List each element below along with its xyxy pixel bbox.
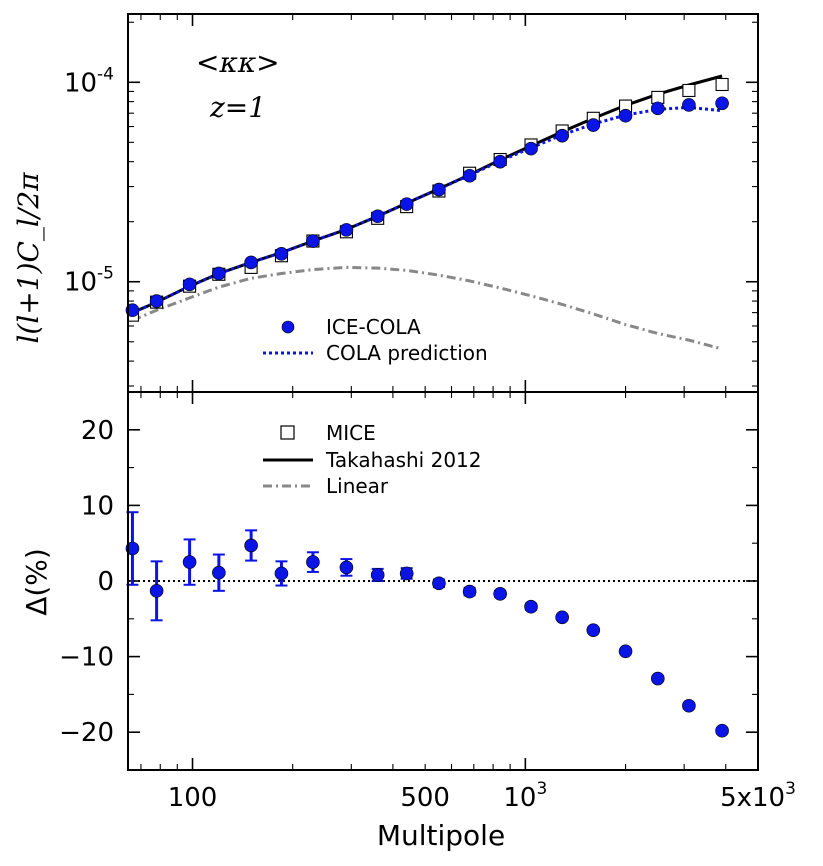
bottom-frame: [127, 391, 759, 771]
delta-point: [651, 671, 665, 686]
ice-cola-point: [399, 197, 414, 211]
delta-point: [182, 555, 197, 569]
delta-point: [682, 698, 696, 713]
ice-cola-point: [462, 168, 477, 183]
ice-cola-point: [682, 98, 696, 112]
ice-cola-point: [244, 255, 258, 270]
ice-cola-point: [125, 303, 140, 317]
bottom-ytick-label-0: 20: [81, 416, 114, 446]
ice-cola-point: [306, 234, 320, 248]
ice-cola-point: [274, 247, 289, 261]
legend-ice-cola-label: ICE-COLA: [326, 315, 421, 339]
delta-point: [212, 565, 226, 580]
top-panel: 10-5 10-4: [64, 13, 759, 393]
ice-cola-point: [432, 182, 446, 197]
ice-cola-point: [651, 101, 665, 116]
bottom-ytick-label-4: −20: [59, 718, 114, 748]
mice-point: [715, 77, 729, 92]
ice-cola-point: [182, 277, 197, 292]
delta-point: [399, 566, 414, 581]
legend-mice-label: MICE: [326, 421, 376, 445]
delta-point: [274, 566, 289, 581]
delta-point: [370, 568, 385, 582]
legend-top: ICE-COLA COLA prediction: [263, 315, 488, 365]
bottom-ytick-label-2: 0: [97, 567, 114, 597]
legend-ice-cola-marker: [281, 320, 295, 334]
xtick-label-2: 103: [503, 779, 547, 813]
legend-linear-label: Linear: [326, 474, 389, 498]
legend-bottom: MICE Takahashi 2012 Linear: [263, 421, 482, 498]
delta-point: [618, 644, 633, 659]
series-linear: [131, 265, 723, 351]
annotation-redshift: z=1: [209, 91, 266, 124]
bottom-ylabel: Δ(%): [20, 548, 53, 616]
series-cola-prediction: [131, 105, 723, 314]
ice-cola-point: [370, 209, 385, 224]
legend-cola-prediction-label: COLA prediction: [326, 341, 488, 365]
ice-cola-point: [493, 154, 507, 169]
ice-cola-point: [339, 223, 354, 237]
xtick-label-1: 500: [400, 783, 450, 813]
ice-cola-point: [618, 108, 633, 123]
delta-point: [715, 723, 729, 738]
ice-cola-point: [149, 294, 164, 308]
ice-cola-point: [715, 96, 729, 111]
top-ylabel: l(l+1)C_l/2π: [12, 172, 45, 344]
ice-cola-point: [586, 118, 601, 132]
delta-point: [586, 623, 601, 637]
ice-cola-point: [524, 141, 538, 156]
ice-cola-point: [555, 128, 569, 143]
x-axis-title: Multipole: [377, 819, 505, 852]
delta-point: [244, 538, 258, 553]
top-ytick-label-1: 10-4: [64, 64, 114, 98]
bottom-ytick-label-3: −10: [59, 643, 114, 673]
mice-point: [682, 83, 696, 98]
xtick-label-3: 5x103: [720, 779, 796, 813]
delta-point: [555, 610, 569, 625]
bottom-ytick-label-1: 10: [81, 491, 114, 521]
legend-takahashi-label: Takahashi 2012: [325, 448, 482, 472]
delta-point: [306, 555, 320, 569]
delta-point: [125, 541, 140, 556]
delta-point: [339, 560, 354, 575]
ice-cola-point: [212, 266, 226, 281]
top-ytick-label-0: 10-5: [64, 264, 114, 298]
annotation-bracket: <κκ>: [196, 46, 280, 79]
delta-point: [432, 576, 446, 591]
delta-point: [524, 599, 538, 614]
delta-point: [462, 584, 477, 599]
legend-mice-marker: [280, 425, 295, 440]
delta-point: [493, 587, 507, 601]
xtick-label-0: 100: [168, 783, 218, 813]
delta-point: [149, 584, 164, 598]
